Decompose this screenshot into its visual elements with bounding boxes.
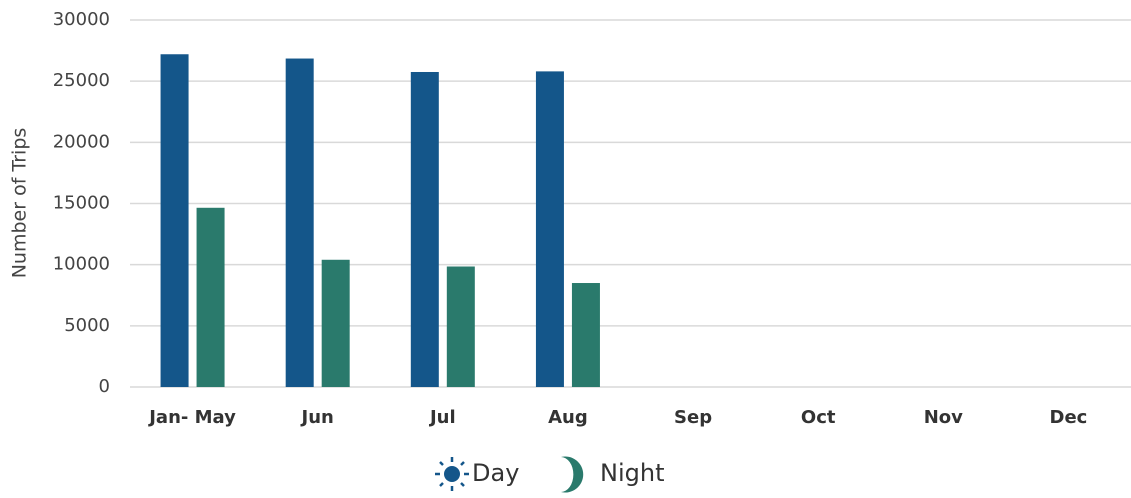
x-tick-label: Dec <box>1050 407 1088 428</box>
x-tick-label: Sep <box>674 407 712 428</box>
y-tick-label: 25000 <box>53 70 110 91</box>
x-tick-label: Aug <box>548 407 588 428</box>
legend-day-icon <box>435 457 469 491</box>
x-tick-label: Nov <box>924 407 963 428</box>
y-tick-label: 0 <box>99 376 110 397</box>
legend-label: Day <box>472 459 519 487</box>
y-tick-label: 30000 <box>53 9 110 30</box>
y-tick-label: 15000 <box>53 193 110 214</box>
x-tick-label: Jan- May <box>147 407 236 428</box>
bar <box>571 283 600 387</box>
bar <box>446 266 475 387</box>
y-tick-label: 10000 <box>53 254 110 275</box>
bar <box>285 58 314 387</box>
y-axis-label: Number of Trips <box>9 128 31 279</box>
bar <box>535 71 564 387</box>
x-tick-label: Jun <box>300 407 334 428</box>
x-tick-label: Oct <box>801 407 836 428</box>
bar <box>410 71 439 387</box>
legend-night-icon <box>561 456 584 493</box>
bar <box>321 259 350 387</box>
x-tick-label: Jul <box>428 407 456 428</box>
y-tick-label: 20000 <box>53 131 110 152</box>
bar <box>160 54 189 388</box>
legend-label: Night <box>600 459 664 487</box>
y-tick-label: 5000 <box>64 315 110 336</box>
bar <box>196 207 225 387</box>
